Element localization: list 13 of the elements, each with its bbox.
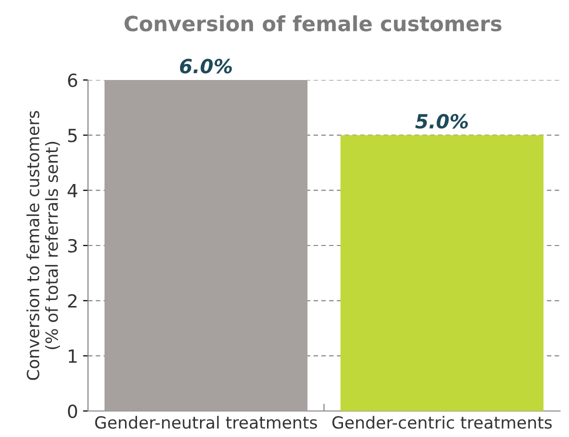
data-label: 6.0% — [180, 58, 232, 74]
y-tick-label: 0 — [68, 404, 78, 418]
y-tick-label: 6 — [68, 73, 78, 88]
y-tick-label: 5 — [68, 128, 77, 142]
x-tick-label: Gender-centric treatments — [332, 416, 552, 429]
y-tick-label: 1 — [68, 350, 77, 363]
data-label: 5.0% — [415, 114, 468, 129]
y-tick-label: 4 — [68, 184, 78, 198]
y-tick-label: 2 — [68, 294, 76, 308]
y-tick-label: 3 — [68, 238, 77, 253]
y-axis-title: Conversion to female customers (% of total referrals sent) — [26, 110, 60, 380]
chart-title: Conversion of female customers — [124, 15, 502, 32]
x-tick-label: Gender-neutral treatments — [95, 416, 317, 429]
